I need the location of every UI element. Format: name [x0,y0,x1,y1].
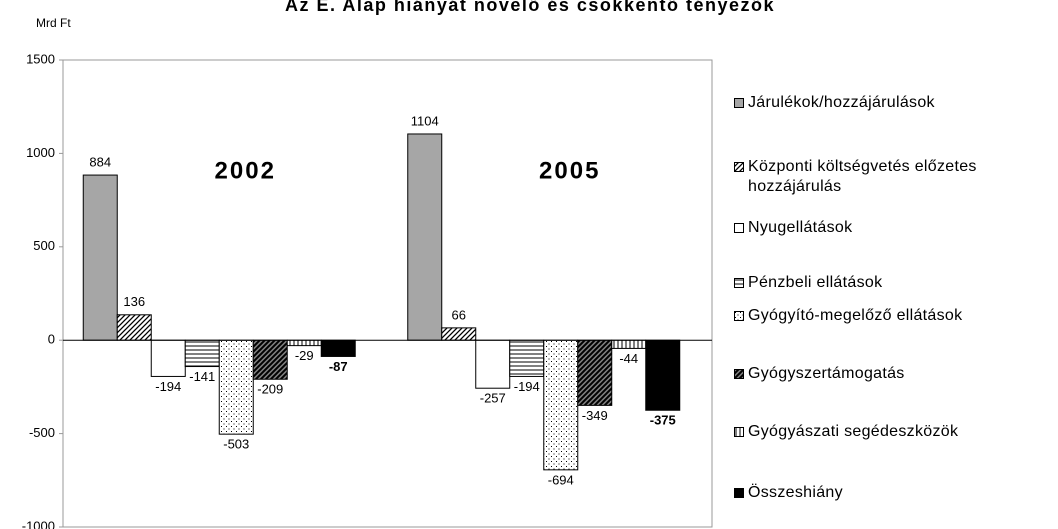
data-label: -503 [223,437,249,452]
legend-swatch [734,427,744,437]
legend-item: Pénzbeli ellátások [734,273,1056,293]
legend-swatch [734,488,744,498]
bar [116,314,152,341]
legend-swatch-rect [734,488,744,498]
legend-label: Pénzbeli ellátások [748,274,883,291]
bar [543,339,579,471]
bar [475,339,511,389]
y-tick-label: -1000 [22,518,55,529]
y-axis-label: Mrd Ft [36,16,71,30]
legend-label: Nyugellátások [748,219,853,236]
y-tick-label: 0 [48,332,55,347]
legend-item: Járulékok/hozzájárulások [734,93,1056,113]
legend-swatch-rect [734,369,744,379]
bar [509,339,545,377]
bar [82,174,118,341]
legend-label: Gyógyszertámogatás [748,365,905,382]
data-label: 884 [89,155,111,170]
y-tick-label: 500 [33,238,55,253]
bar [407,133,443,341]
data-label: -87 [329,359,348,374]
data-label: -141 [189,369,215,384]
bar [218,339,254,435]
bar [611,339,647,349]
legend-item: Gyógyászati segédeszközök [734,422,1056,442]
category-label: 2002 [215,157,276,184]
data-label: -349 [582,408,608,423]
data-label: -194 [155,379,181,394]
legend-swatch-rect [734,278,744,288]
legend-label: Gyógyító-megelőző ellátások [748,307,963,324]
legend-swatch-rect [734,427,744,437]
legend-swatch [734,278,744,288]
legend-item: Központi költségvetés előzetes hozzájáru… [734,157,1056,197]
plot-area [62,59,713,528]
legend-swatch [734,369,744,379]
legend-item: Gyógyszertámogatás [734,364,1056,384]
legend-swatch-rect [734,162,744,172]
y-tick-label: -500 [29,425,55,440]
legend-label: Összeshiány [748,484,843,501]
bar [252,339,288,380]
bar [645,339,681,411]
category-label: 2005 [539,157,600,184]
legend-swatch-rect [734,311,744,321]
data-label: 1104 [411,113,439,128]
legend-swatch-rect [734,223,744,233]
data-label: -194 [514,379,540,394]
legend-swatch [734,311,744,321]
legend-item: Gyógyító-megelőző ellátások [734,306,1056,326]
legend-swatch [734,223,744,233]
data-label: -29 [295,348,314,363]
bar [577,339,613,406]
bar [320,339,356,357]
bar [441,327,477,341]
legend-swatch [734,162,744,172]
legend-label: Járulékok/hozzájárulások [748,94,935,111]
data-label: 66 [452,307,466,322]
chart-title: Az E. Alap hiányát növelő és csökkentő t… [285,0,775,15]
data-label: -257 [480,391,506,406]
legend-swatch-rect [734,98,744,108]
data-label: -209 [257,382,283,397]
data-label: -375 [650,413,676,428]
y-tick-label: 1000 [26,145,55,160]
data-label: -694 [548,472,574,487]
bar [184,339,220,368]
bar [286,339,322,347]
legend-label: Központi költségvetés előzetes hozzájáru… [748,158,977,195]
y-tick-label: 1500 [26,51,55,66]
legend-item: Nyugellátások [734,218,1056,238]
data-label: 136 [123,294,145,309]
data-label: -44 [619,351,638,366]
bar [150,339,186,377]
legend-item: Összeshiány [734,483,1056,503]
legend-swatch [734,98,744,108]
legend-label: Gyógyászati segédeszközök [748,423,959,440]
